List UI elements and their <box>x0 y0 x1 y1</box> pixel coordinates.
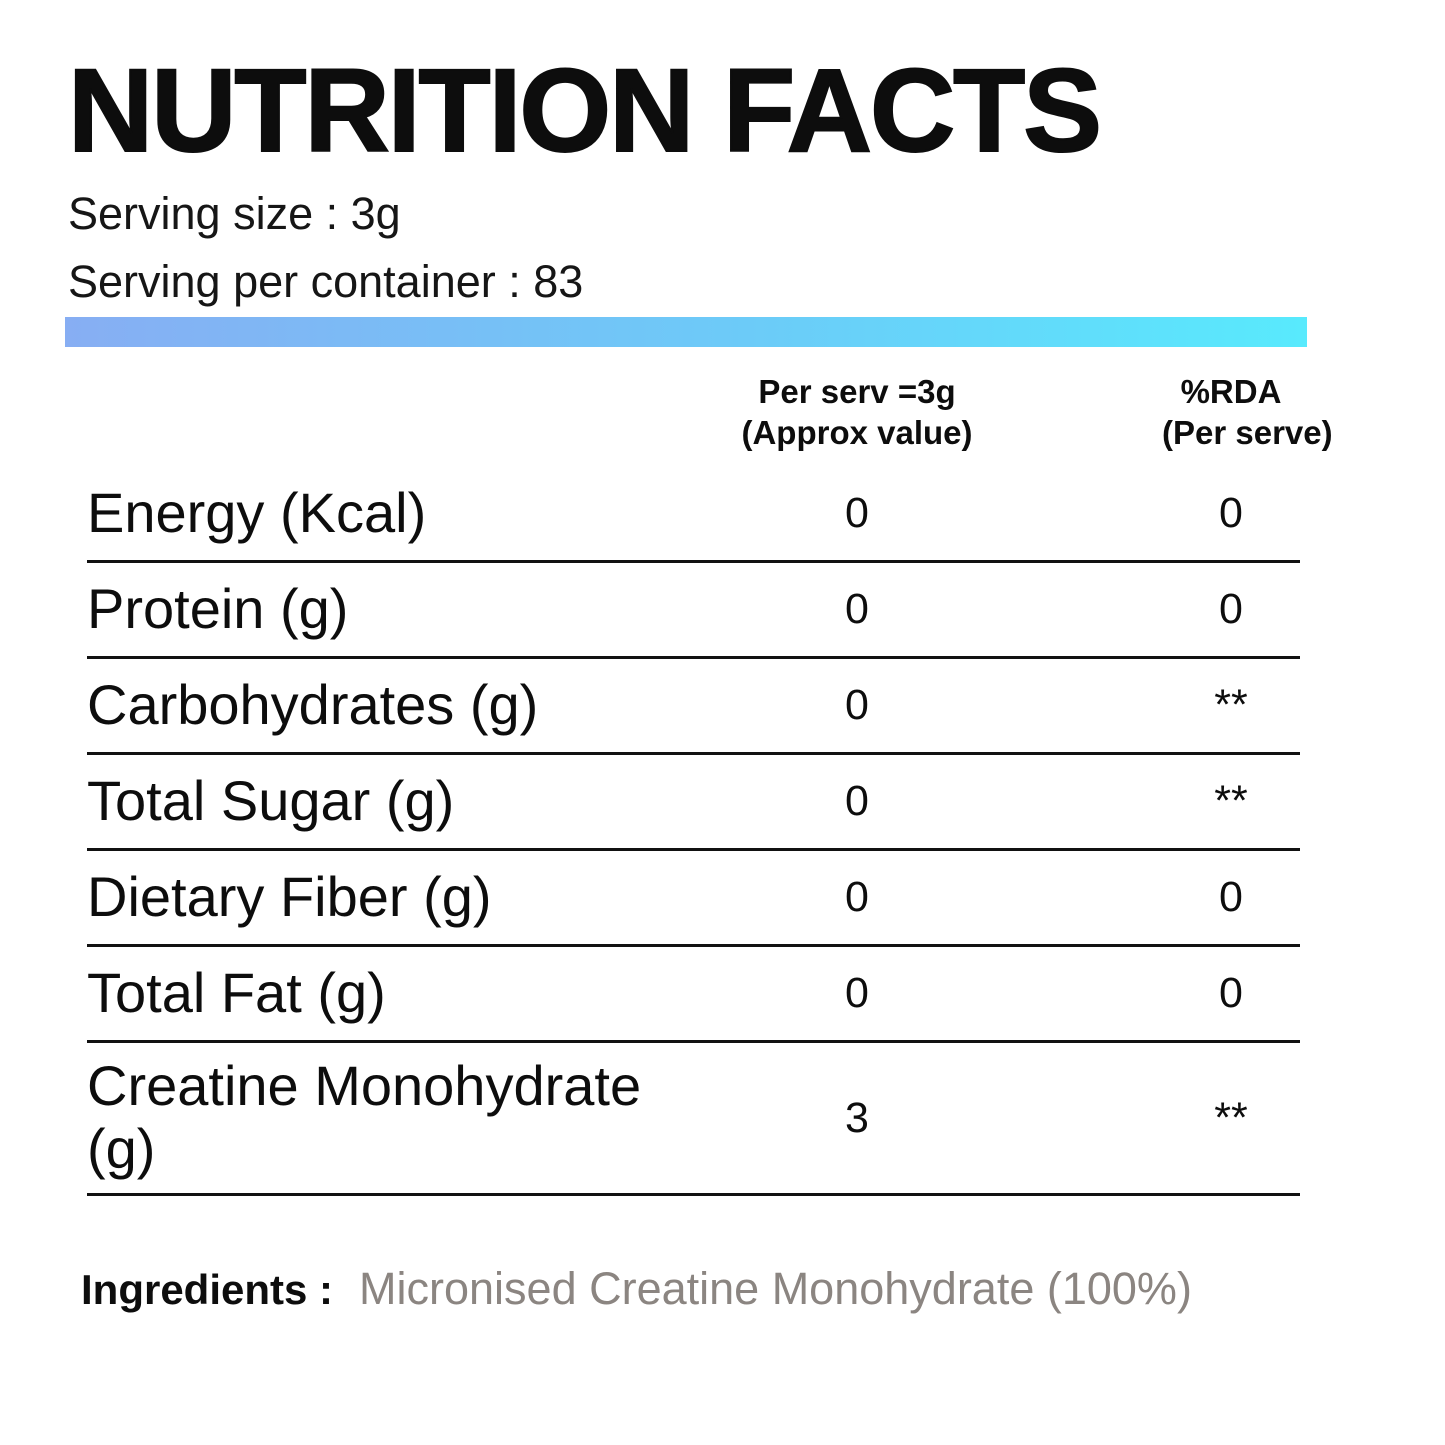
row-label: Carbohydrates (g) <box>87 673 539 737</box>
table-header-row: Per serv =3g (Approx value) %RDA (Per se… <box>87 363 1333 468</box>
row-label: Total Fat (g) <box>87 961 386 1025</box>
header-rda-line2: (Per serve) <box>1162 413 1333 451</box>
table-row: Carbohydrates (g) 0 ** <box>87 659 1300 755</box>
row-rda-value: ** <box>1214 1093 1248 1142</box>
ingredients-value: Micronised Creatine Monohydrate (100%) <box>359 1263 1192 1314</box>
row-rda-value: 0 <box>1219 873 1243 921</box>
serving-per-container-text: Serving per container : 83 <box>68 256 584 308</box>
label-content: NUTRITION FACTS Serving size : 3g Servin… <box>65 45 1445 1316</box>
header-rda: %RDA (Per serve) <box>1027 363 1333 468</box>
row-rda-value: ** <box>1214 777 1248 825</box>
row-rda-value: 0 <box>1219 969 1243 1017</box>
row-per-serv-value: 3 <box>845 1093 869 1142</box>
row-label: Energy (Kcal) <box>87 481 427 545</box>
header-spacer-cell <box>87 404 647 426</box>
row-per-serv-value: 0 <box>845 969 869 1017</box>
row-label: Protein (g) <box>87 577 349 641</box>
nutrition-table: Per serv =3g (Approx value) %RDA (Per se… <box>87 363 1333 1196</box>
row-per-serv-value: 0 <box>845 489 869 537</box>
header-per-serv: Per serv =3g (Approx value) <box>647 363 1027 468</box>
table-row: Protein (g) 0 0 <box>87 563 1300 659</box>
row-per-serv-value: 0 <box>845 681 869 729</box>
ingredients-label: Ingredients : <box>81 1266 334 1313</box>
table-body: Energy (Kcal) 0 0 Protein (g) 0 0 Carboh… <box>87 467 1300 1196</box>
row-per-serv-value: 0 <box>845 873 869 921</box>
row-rda-value: ** <box>1214 681 1248 729</box>
header-per-serv-line2: (Approx value) <box>741 413 973 451</box>
row-rda-value: 0 <box>1219 585 1243 633</box>
row-per-serv-value: 0 <box>845 585 869 633</box>
table-row: Total Fat (g) 0 0 <box>87 947 1300 1043</box>
serving-size-text: Serving size : 3g <box>68 188 401 239</box>
page-title: NUTRITION FACTS <box>67 45 1103 177</box>
table-row: Creatine Monohydrate (g) 3 ** <box>87 1043 1300 1196</box>
row-label: Dietary Fiber (g) <box>87 865 492 929</box>
row-rda-value: 0 <box>1219 489 1243 537</box>
header-rda-line1: %RDA <box>1180 372 1282 410</box>
row-per-serv-value: 0 <box>845 777 869 825</box>
table-row: Energy (Kcal) 0 0 <box>87 467 1300 563</box>
header-per-serv-line1: Per serv =3g <box>758 372 956 410</box>
table-row: Total Sugar (g) 0 ** <box>87 755 1300 851</box>
table-row: Dietary Fiber (g) 0 0 <box>87 851 1300 947</box>
row-label: Creatine Monohydrate (g) <box>87 1054 642 1180</box>
row-label: Total Sugar (g) <box>87 769 455 833</box>
gradient-divider-bar <box>65 316 1307 347</box>
ingredients-line: Ingredients : Micronised Creatine Monohyd… <box>81 1262 1445 1316</box>
